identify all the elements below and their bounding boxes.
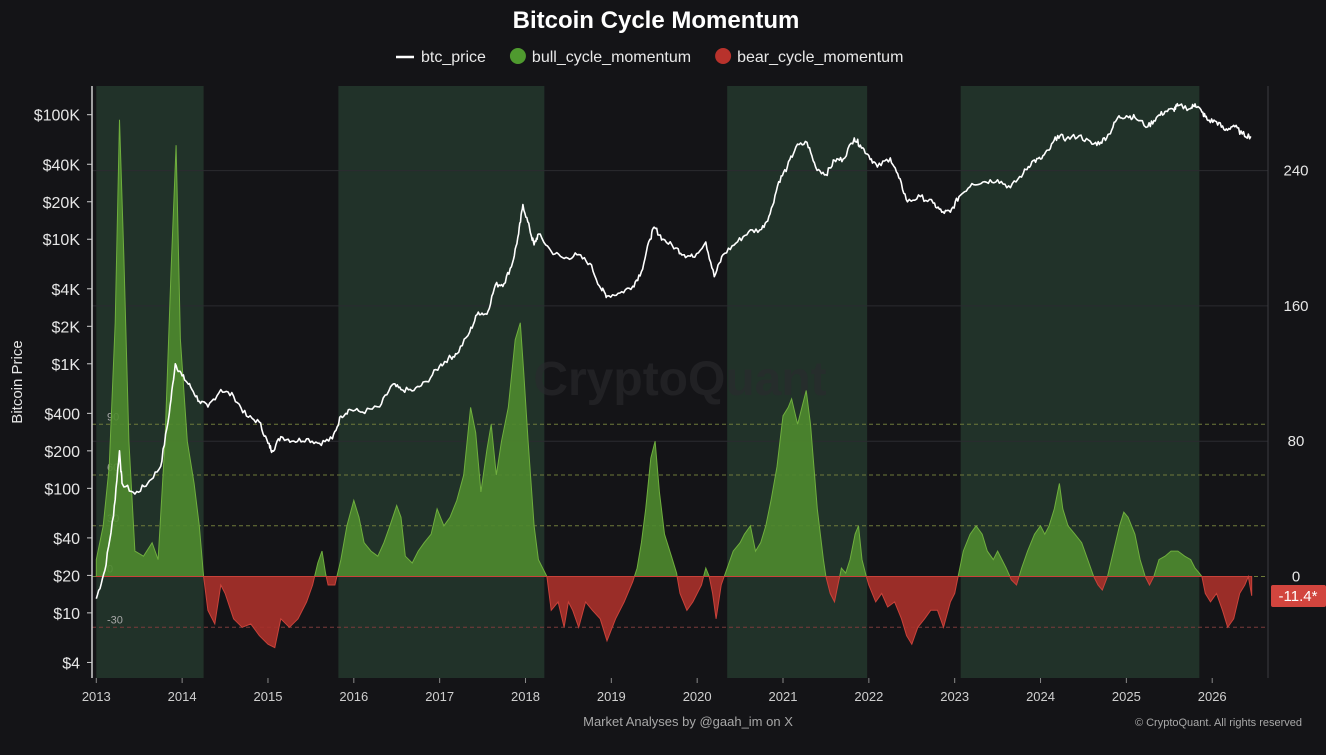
left-axis-tick-label: $40K	[43, 157, 81, 174]
x-axis-tick-label: 2021	[769, 689, 798, 704]
left-axis-tick-label: $400	[44, 406, 80, 423]
left-axis-tick-label: $2K	[52, 319, 81, 336]
momentum-areas	[95, 119, 1253, 649]
left-axis-tick-label: $4	[62, 655, 80, 672]
current-value-badge-bg	[1271, 585, 1326, 607]
right-axis-tick-label: 80	[1288, 433, 1305, 450]
right-axis-tick-label: 160	[1283, 298, 1308, 315]
legend-dot-marker	[509, 48, 526, 64]
legend-label: bear_cycle_momentum	[737, 49, 903, 66]
x-axis-tick-label: 2022	[854, 689, 883, 704]
x-axis-tick-label: 2013	[82, 689, 111, 704]
legend-label: btc_price	[421, 49, 486, 66]
chart-title: Bitcoin Cycle Momentum	[513, 7, 800, 34]
bull-zone	[727, 86, 868, 678]
legend: btc_price bull_cycle_momentum bear_cycle_m…	[396, 48, 903, 66]
legend-dot-marker	[715, 48, 732, 64]
left-axis-tick-label: $20	[53, 568, 80, 585]
footer-credit: Market Analyses by @gaah_im on X	[583, 714, 793, 729]
x-axis-tick-label: 2025	[1112, 689, 1141, 704]
x-axis-tick-label: 2014	[168, 689, 197, 704]
left-axis-tick-label: $40	[53, 531, 80, 548]
right-axis-ticks: 240 160 80 0	[1283, 163, 1308, 586]
left-axis-tick-label: $200	[44, 444, 80, 461]
bull-zones	[96, 86, 1200, 678]
left-axis-ticks: $100K $40K $20K $10K $4K $2K $1K $400 $200 $100 $4…	[34, 108, 92, 672]
watermark: CryptoQuant	[533, 353, 826, 406]
right-axis-tick-label: 0	[1292, 569, 1300, 586]
x-axis-tick-label: 2020	[683, 689, 712, 704]
bull-zone	[338, 86, 545, 678]
right-axis-tick-label: 240	[1283, 163, 1308, 180]
x-axis-tick-label: 2024	[1026, 689, 1055, 704]
x-axis-tick-label: 2023	[940, 689, 969, 704]
x-axis-tick-label: 2016	[339, 689, 368, 704]
x-axis-tick-label: 2019	[597, 689, 626, 704]
x-axis-ticks: 2013 2014 2015 2016 2017 2018 2019 2020 2021 2022…	[82, 678, 1227, 704]
price-line-group	[95, 102, 1252, 599]
left-axis-tick-label: $20K	[43, 195, 81, 212]
gridlines	[92, 170, 1268, 442]
x-axis-tick-label: 2015	[254, 689, 283, 704]
left-axis-tick-label: $4K	[52, 282, 81, 299]
left-axis-tick-label: $100	[44, 481, 80, 498]
y-axis-label: Bitcoin Price	[9, 340, 26, 423]
left-axis-tick-label: $10K	[43, 232, 81, 249]
bear-momentum-area	[96, 574, 1253, 649]
x-axis-tick-label: 2018	[511, 689, 540, 704]
left-axis-tick-label: $1K	[52, 357, 81, 374]
left-axis-tick-label: $100K	[34, 108, 81, 125]
x-axis-tick-label: 2017	[425, 689, 454, 704]
current-value-badge: -11.4*	[1271, 585, 1326, 607]
bull-zone	[960, 86, 1200, 678]
footer-copyright: © CryptoQuant. All rights reserved	[1135, 717, 1302, 729]
x-axis-tick-label: 2026	[1198, 689, 1227, 704]
reference-line-label: -30	[107, 614, 123, 626]
current-value-label: -11.4*	[1279, 588, 1318, 605]
btc-price-line	[95, 102, 1252, 599]
legend-label: bull_cycle_momentum	[532, 49, 691, 66]
left-axis-tick-label: $10	[53, 606, 80, 623]
